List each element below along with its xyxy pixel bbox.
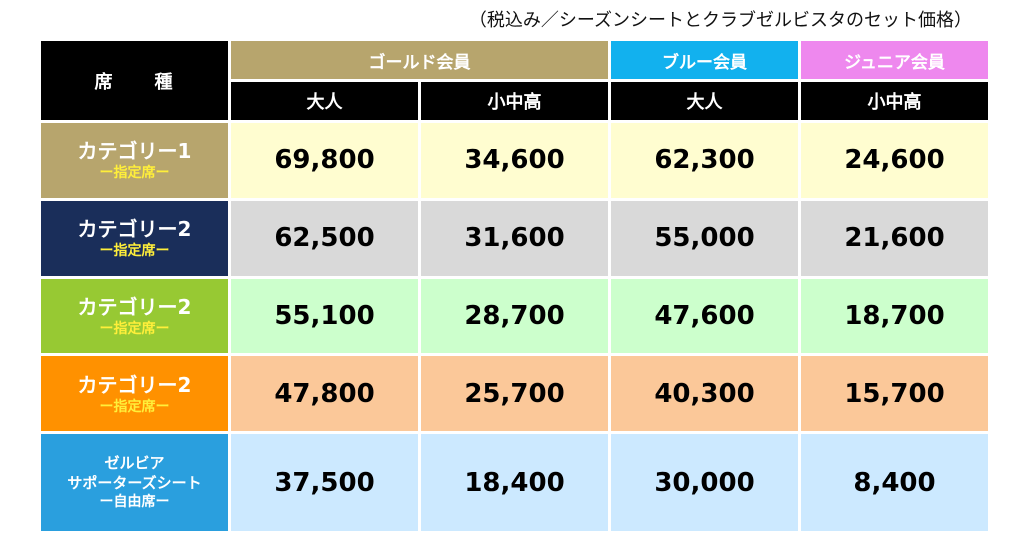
price-cell: 37,500 [231, 434, 418, 531]
price-cell: 28,700 [421, 278, 608, 354]
price-cell: 18,700 [801, 278, 988, 354]
seat-category-cell: カテゴリー2 ー指定席ー [41, 356, 228, 432]
table-row: カテゴリー2 ー指定席ー 55,100 28,700 47,600 18,700 [41, 278, 988, 354]
table-row: カテゴリー1 ー指定席ー 69,800 34,600 62,300 24,600 [41, 123, 988, 198]
price-cell: 21,600 [801, 200, 988, 276]
sub-header-row: 大人 小中高 大人 小中高 [41, 82, 988, 120]
price-cell: 34,600 [421, 123, 608, 198]
group-header-row: 席 種 ゴールド会員 ブルー会員 ジュニア会員 [41, 41, 988, 120]
category-name: サポーターズシート [67, 473, 202, 492]
price-cell: 24,600 [801, 123, 988, 198]
seat-kind: ー指定席ー [99, 165, 170, 182]
price-cell: 62,500 [231, 200, 418, 276]
category-name-top: ゼルビア [104, 454, 165, 472]
blue-adult-header: 大人 [611, 82, 798, 120]
table-row: ゼルビア サポーターズシート ー自由席ー 37,500 18,400 30,00… [41, 434, 988, 531]
gold-member-header: ゴールド会員 [231, 41, 608, 79]
junior-student-header: 小中高 [801, 82, 988, 120]
seat-category-cell: カテゴリー2 ー指定席ー [41, 278, 228, 354]
table-row: カテゴリー2 ー指定席ー 47,800 25,700 40,300 15,700 [41, 356, 988, 432]
gold-adult-header: 大人 [231, 82, 418, 120]
category-name: カテゴリー2 [77, 294, 192, 319]
price-cell: 55,000 [611, 200, 798, 276]
price-cell: 30,000 [611, 434, 798, 531]
seat-kind: ー指定席ー [99, 320, 170, 337]
price-cell: 18,400 [421, 434, 608, 531]
seat-kind: ー指定席ー [99, 243, 170, 260]
price-note: （税込み／シーズンシートとクラブゼルビスタのセット価格） [468, 10, 972, 31]
category-name: カテゴリー2 [77, 372, 192, 397]
seat-category-cell: ゼルビア サポーターズシート ー自由席ー [41, 434, 228, 531]
gold-student-header: 小中高 [421, 82, 608, 120]
price-cell: 15,700 [801, 356, 988, 432]
seat-kind: ー指定席ー [99, 398, 170, 415]
price-cell: 47,800 [231, 356, 418, 432]
category-name: カテゴリー1 [77, 139, 192, 164]
seat-category-cell: カテゴリー2 ー指定席ー [41, 200, 228, 276]
price-cell: 25,700 [421, 356, 608, 432]
price-cell: 47,600 [611, 278, 798, 354]
seat-kind: ー自由席ー [99, 494, 170, 510]
junior-member-header: ジュニア会員 [801, 41, 988, 79]
seat-category-cell: カテゴリー1 ー指定席ー [41, 123, 228, 198]
price-cell: 8,400 [801, 434, 988, 531]
category-name: カテゴリー2 [77, 217, 192, 242]
seat-type-header: 席 種 [41, 41, 228, 120]
price-table: 席 種 ゴールド会員 ブルー会員 ジュニア会員 大人 小中高 大人 小中高 カテ… [38, 38, 991, 534]
price-cell: 40,300 [611, 356, 798, 432]
price-cell: 31,600 [421, 200, 608, 276]
price-cell: 62,300 [611, 123, 798, 198]
table-row: カテゴリー2 ー指定席ー 62,500 31,600 55,000 21,600 [41, 200, 988, 276]
price-cell: 69,800 [231, 123, 418, 198]
blue-member-header: ブルー会員 [611, 41, 798, 79]
price-cell: 55,100 [231, 278, 418, 354]
